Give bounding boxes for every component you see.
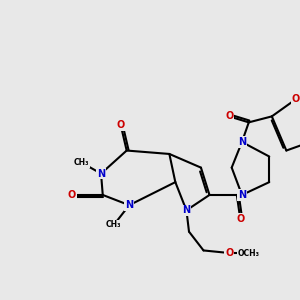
Text: OCH₃: OCH₃ bbox=[238, 248, 260, 257]
Text: N: N bbox=[97, 169, 105, 178]
Text: N: N bbox=[238, 137, 246, 147]
Text: O: O bbox=[292, 94, 300, 104]
Text: N: N bbox=[125, 200, 133, 210]
Text: N: N bbox=[238, 190, 246, 200]
Text: O: O bbox=[117, 120, 125, 130]
Text: N: N bbox=[182, 205, 190, 215]
Text: O: O bbox=[68, 190, 76, 200]
Text: CH₃: CH₃ bbox=[74, 158, 89, 167]
Text: CH₃: CH₃ bbox=[106, 220, 122, 229]
Text: O: O bbox=[225, 248, 233, 258]
Text: O: O bbox=[225, 111, 233, 122]
Text: O: O bbox=[236, 214, 244, 224]
